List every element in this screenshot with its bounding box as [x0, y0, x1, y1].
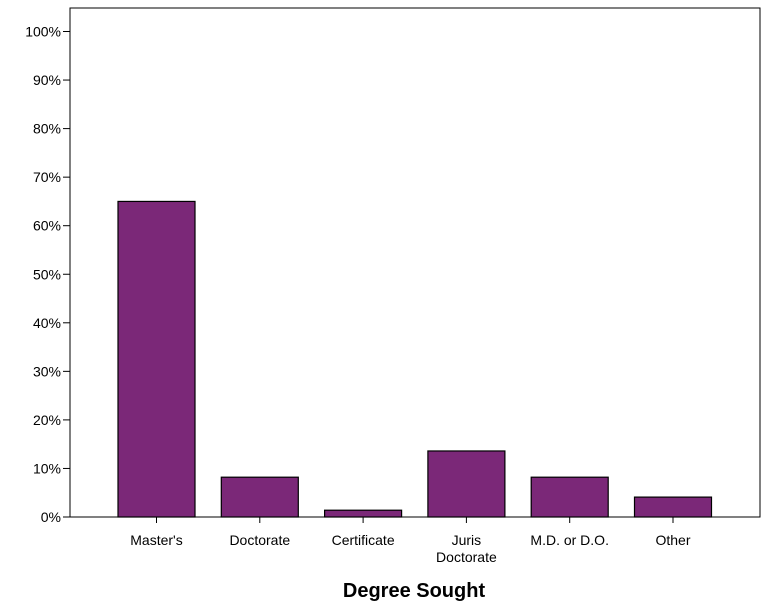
bar	[427, 450, 506, 518]
y-tick-label: 50%	[33, 266, 61, 282]
x-tick-label: Juris	[452, 532, 482, 548]
x-tick-label: Master's	[130, 532, 182, 548]
x-axis: Master's Doctorate Certificate JurisDoctora…	[130, 517, 691, 565]
x-tick-label: Other	[655, 532, 690, 548]
y-tick-label: 90%	[33, 72, 61, 88]
y-tick-label: 70%	[33, 169, 61, 185]
x-tick-label: M.D. or D.O.	[530, 532, 609, 548]
y-tick-label: 100%	[25, 24, 61, 40]
bar	[220, 476, 299, 518]
x-tick-label: Doctorate	[229, 532, 290, 548]
x-axis-title: Degree Sought	[343, 580, 486, 602]
y-tick-label: 0%	[41, 509, 61, 525]
y-tick-label: 80%	[33, 121, 61, 137]
bar	[530, 476, 609, 518]
y-tick-label: 60%	[33, 218, 61, 234]
bar	[633, 496, 713, 518]
x-tick-label: Doctorate	[436, 549, 497, 565]
y-tick-label: 20%	[33, 412, 61, 428]
bar	[324, 509, 403, 518]
bars	[117, 200, 713, 518]
x-tick-label: Certificate	[332, 532, 395, 548]
y-axis: 0% 10% 20% 30% 40% 50% 60% 70% 80% 90% 100%	[25, 24, 70, 525]
y-tick-label: 30%	[33, 363, 61, 379]
plot-frame	[69, 7, 761, 518]
y-tick-label: 10%	[33, 460, 61, 476]
bar	[117, 200, 196, 518]
y-tick-label: 40%	[33, 315, 61, 331]
